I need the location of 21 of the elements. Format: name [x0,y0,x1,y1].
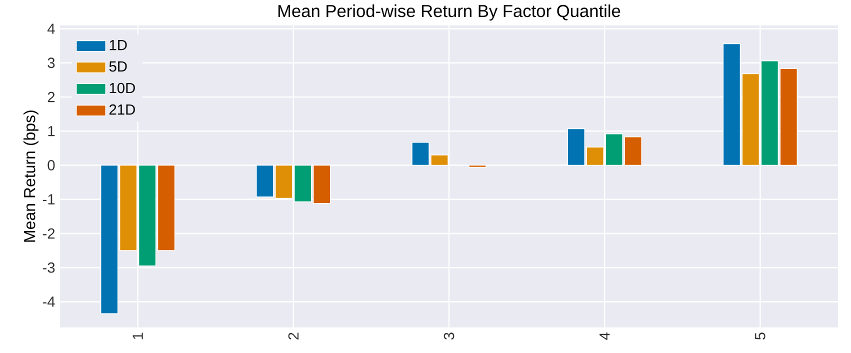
x-tick-label: 3 [444,332,454,340]
y-tick-label: -3 [42,262,55,273]
legend-label: 1D [110,40,127,50]
legend-label: 10D [110,82,135,94]
x-tick-label: 4 [600,332,610,340]
y-tick-label: 4 [47,24,55,34]
y-tick-label: -1 [42,194,55,204]
y-tick-label: 2 [48,92,55,102]
y-tick-label: 0 [48,160,55,170]
y-tick-label: -2 [42,228,55,238]
bar [468,164,486,168]
y-tick-label: -4 [42,296,55,307]
legend-label: 21D [109,104,135,114]
legend-label: 5D [109,61,127,72]
chart-title: Mean Period-wise Return By Factor Quantile [278,4,620,20]
y-tick-label: 1 [48,126,55,136]
x-tick-label: 1 [132,332,143,339]
y-tick-label: 3 [48,58,55,68]
x-tick-label: 2 [288,332,299,340]
y-axis-title: Mean Return (bps) [24,110,38,242]
x-tick-label: 5 [755,332,766,340]
